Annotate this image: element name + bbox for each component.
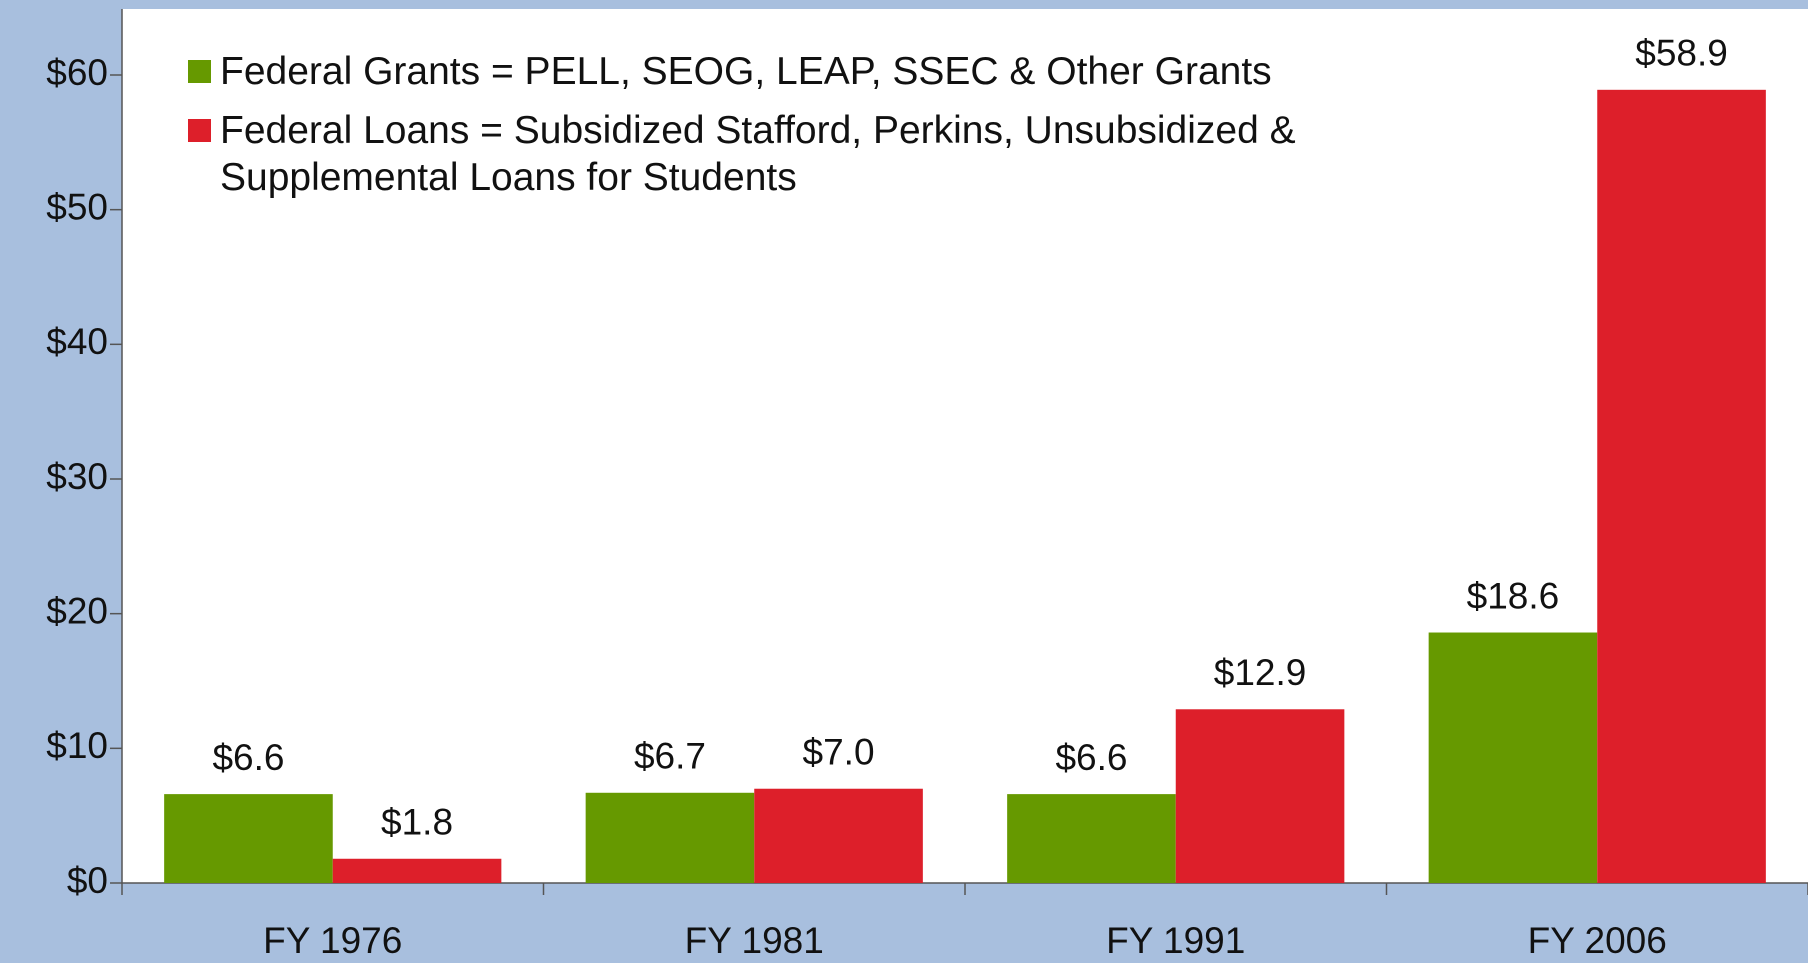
y-tick-label: $60 <box>46 52 108 93</box>
data-label: $18.6 <box>1467 575 1560 616</box>
legend-entry: Federal Loans = Subsidized Stafford, Per… <box>188 107 1368 201</box>
data-label: $12.9 <box>1214 652 1307 693</box>
y-tick-label: $10 <box>46 725 108 766</box>
x-tick-label: FY 1976 <box>263 920 402 961</box>
legend-swatch <box>188 60 211 83</box>
bar <box>332 858 502 883</box>
legend-label: Federal Grants = PELL, SEOG, LEAP, SSEC … <box>220 50 1272 93</box>
bar <box>585 792 755 883</box>
bar <box>164 794 333 883</box>
bar <box>754 788 923 883</box>
bar <box>1175 709 1345 883</box>
data-label: $7.0 <box>803 732 875 773</box>
data-label: $6.7 <box>634 736 706 777</box>
data-label: $6.6 <box>212 737 284 778</box>
bar <box>1428 632 1598 883</box>
y-tick-label: $30 <box>46 456 108 497</box>
y-tick-label: $0 <box>67 860 108 901</box>
x-tick-label: FY 1981 <box>685 920 824 961</box>
y-tick-label: $40 <box>46 321 108 362</box>
x-tick-label: FY 1991 <box>1106 920 1245 961</box>
y-tick-label: $50 <box>46 186 108 227</box>
x-tick-label: FY 2006 <box>1528 920 1667 961</box>
data-label: $58.9 <box>1635 33 1728 74</box>
legend-label: Federal Loans = Subsidized Stafford, Per… <box>220 109 1296 199</box>
legend: Federal Grants = PELL, SEOG, LEAP, SSEC … <box>188 48 1368 213</box>
legend-swatch <box>188 119 211 142</box>
bar <box>1007 794 1176 883</box>
data-label: $6.6 <box>1055 737 1127 778</box>
data-label: $1.8 <box>381 802 453 843</box>
bar <box>1597 89 1766 883</box>
y-tick-label: $20 <box>46 590 108 631</box>
legend-entry: Federal Grants = PELL, SEOG, LEAP, SSEC … <box>188 48 1368 95</box>
